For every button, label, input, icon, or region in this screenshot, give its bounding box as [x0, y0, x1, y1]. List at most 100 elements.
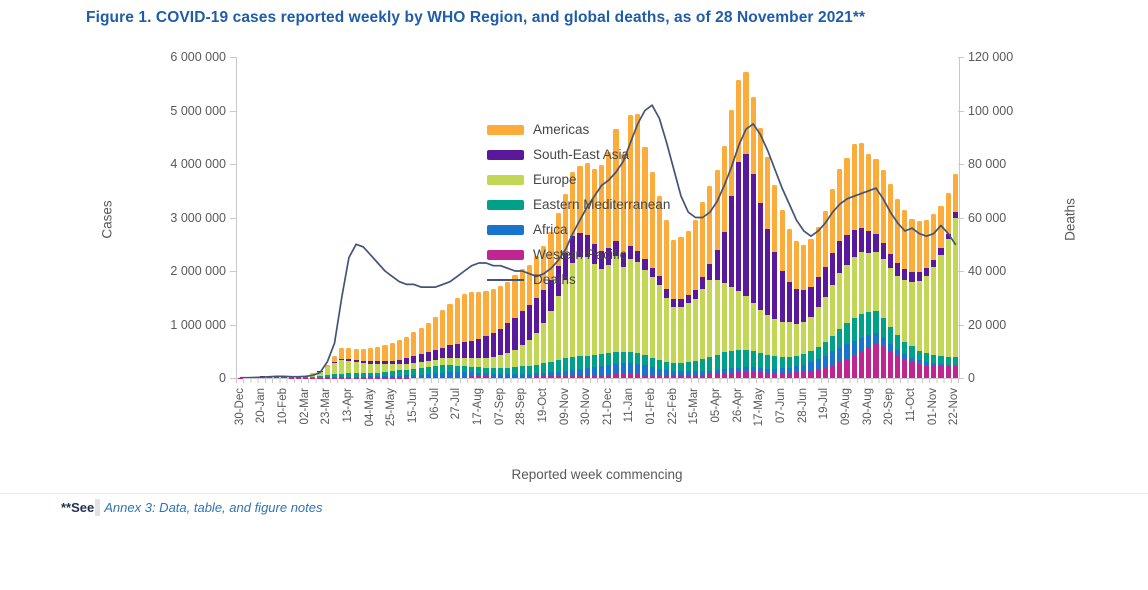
- segment-western-pacific: [259, 376, 265, 378]
- legend-item-europe: Europe: [487, 167, 670, 192]
- segment-western-pacific: [663, 375, 670, 378]
- legend: Americas South-East Asia Europe Eastern Med…: [487, 117, 670, 292]
- segment-americas: [772, 184, 778, 252]
- deaths-tick-0: 0: [968, 371, 975, 385]
- bar-week-1: [245, 377, 251, 378]
- segment-western-pacific: [779, 372, 785, 378]
- bar-week-72: [757, 128, 764, 378]
- segment-western-pacific: [418, 377, 424, 378]
- segment-south-east-asia: [483, 336, 489, 358]
- segment-western-pacific: [815, 368, 821, 378]
- segment-south-east-asia: [440, 347, 446, 359]
- segment-americas: [447, 303, 453, 346]
- segment-americas: [815, 226, 821, 278]
- segment-western-pacific: [692, 374, 699, 378]
- segment-eastern-mediterranean: [692, 360, 699, 372]
- bar-week-91: [895, 198, 901, 378]
- segment-western-pacific: [909, 361, 915, 378]
- annex-3-link[interactable]: Annex 3: Data, table, and figure notes: [104, 500, 323, 515]
- segment-americas: [367, 348, 374, 362]
- segment-americas: [902, 210, 908, 269]
- segment-africa: [808, 361, 814, 371]
- bar-week-22: [396, 340, 403, 378]
- segment-western-pacific: [678, 375, 684, 378]
- x-label-07-Jun: 07-Jun: [775, 388, 788, 424]
- cases-tick-4: 4 000 000: [170, 157, 226, 171]
- cases-tick-5: 5 000 000: [170, 103, 226, 118]
- legend-item-americas: Americas: [487, 117, 670, 142]
- bar-week-15: [346, 348, 352, 378]
- segment-south-east-asia: [692, 289, 699, 300]
- footnote: **See Annex 3: Data, table, and figure n…: [61, 499, 323, 516]
- segment-europe: [765, 314, 771, 355]
- bar-week-17: [360, 349, 366, 378]
- segment-western-pacific: [562, 375, 569, 378]
- x-label-19-Oct: 19-Oct: [536, 388, 549, 423]
- segment-americas: [895, 198, 901, 264]
- segment-western-pacific: [685, 375, 691, 378]
- segment-americas: [880, 170, 886, 243]
- segment-south-east-asia: [909, 272, 915, 283]
- segment-africa: [844, 344, 850, 360]
- deaths-tick-6: 120 000: [968, 50, 1014, 64]
- segment-western-pacific: [786, 372, 792, 378]
- x-label-30-Dec: 30-Dec: [233, 388, 246, 426]
- x-label-06-Jul: 06-Jul: [428, 388, 441, 420]
- x-label-20-Jan: 20-Jan: [255, 388, 268, 424]
- bar-week-84: [844, 157, 850, 378]
- segment-western-pacific: [736, 372, 742, 378]
- segment-western-pacific: [526, 376, 532, 378]
- segment-africa: [599, 366, 605, 375]
- bar-week-99: [952, 173, 958, 378]
- segment-europe: [656, 285, 662, 361]
- segment-south-east-asia: [685, 294, 691, 304]
- segment-americas: [469, 292, 475, 341]
- segment-western-pacific: [822, 367, 829, 378]
- segment-europe: [490, 357, 496, 369]
- segment-americas: [454, 298, 460, 344]
- segment-south-east-asia: [534, 298, 540, 333]
- bar-week-82: [830, 188, 836, 378]
- bar-week-75: [779, 209, 785, 378]
- segment-eastern-mediterranean: [895, 334, 901, 350]
- segment-eastern-mediterranean: [591, 355, 597, 368]
- segment-south-east-asia: [541, 290, 547, 324]
- segment-western-pacific: [635, 374, 641, 378]
- segment-western-pacific: [274, 377, 280, 378]
- segment-americas: [678, 237, 684, 299]
- segment-africa: [627, 362, 634, 375]
- legend-label: South-East Asia: [533, 147, 630, 162]
- segment-europe: [880, 258, 886, 318]
- segment-europe: [909, 282, 915, 347]
- segment-western-pacific: [858, 351, 865, 378]
- x-label-02-Mar: 02-Mar: [298, 388, 311, 425]
- segment-eastern-mediterranean: [793, 356, 800, 367]
- segment-europe: [339, 360, 345, 374]
- legend-color-swatch: [487, 124, 524, 135]
- segment-americas: [353, 349, 359, 361]
- segment-europe: [685, 303, 691, 363]
- segment-south-east-asia: [873, 233, 879, 253]
- x-label-01-Nov: 01-Nov: [926, 388, 939, 426]
- segment-africa: [620, 363, 626, 375]
- segment-europe: [447, 357, 453, 366]
- bar-week-2: [252, 376, 258, 378]
- segment-africa: [858, 337, 865, 352]
- segment-south-east-asia: [808, 287, 814, 317]
- segment-western-pacific: [952, 366, 958, 378]
- bar-week-61: [678, 237, 684, 378]
- bar-week-5: [274, 376, 280, 378]
- segment-americas: [736, 79, 742, 163]
- bar-week-6: [281, 377, 287, 378]
- legend-item-south-east-asia: South-East Asia: [487, 142, 670, 167]
- x-label-15-Mar: 15-Mar: [688, 388, 701, 425]
- segment-western-pacific: [454, 376, 460, 378]
- bar-week-23: [404, 336, 410, 378]
- segment-americas: [404, 336, 410, 359]
- segment-americas: [714, 170, 720, 251]
- segment-americas: [425, 322, 431, 353]
- segment-europe: [346, 360, 352, 374]
- x-label-17-Aug: 17-Aug: [471, 388, 484, 426]
- segment-europe: [757, 310, 764, 354]
